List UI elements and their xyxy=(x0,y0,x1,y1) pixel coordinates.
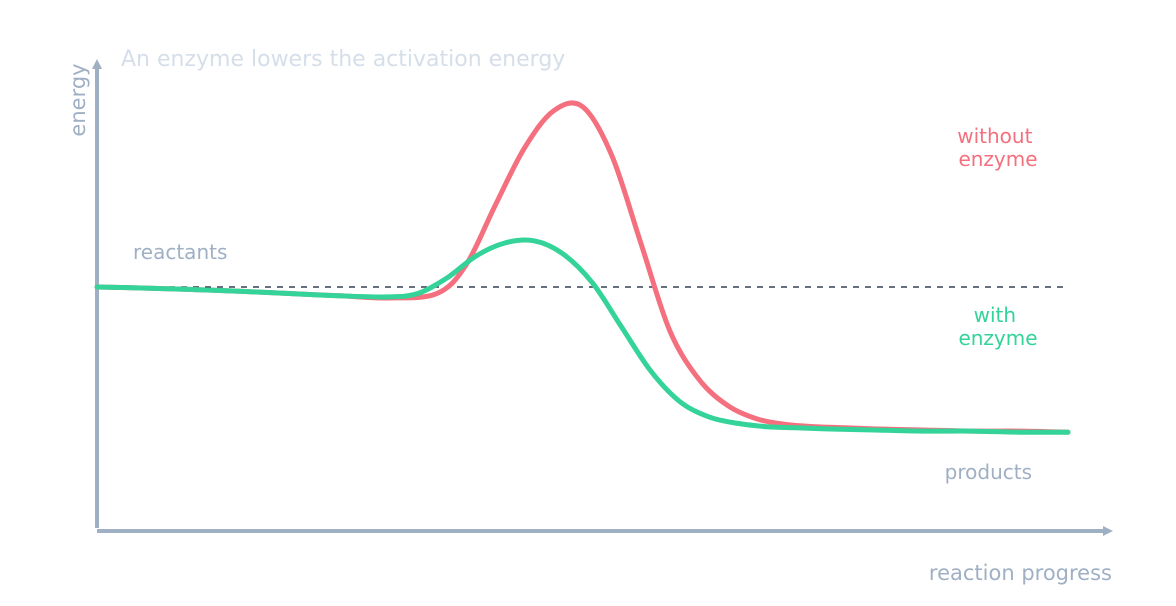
series-line-without-enzyme xyxy=(94,100,1071,435)
legend-label-without-enzyme-line1: without xyxy=(957,124,1032,148)
products-label: products xyxy=(945,460,1032,484)
series-line-with-enzyme xyxy=(94,237,1071,435)
legend-label-without-enzyme: without enzyme xyxy=(957,124,1039,171)
reactants-label: reactants xyxy=(133,240,227,264)
y-axis-label: energy xyxy=(66,63,90,136)
legend-label-with-enzyme-line2: enzyme xyxy=(958,326,1037,350)
legend-label-with-enzyme-line1: with xyxy=(974,303,1016,327)
legend-label-with-enzyme: with enzyme xyxy=(958,303,1037,350)
x-axis-label: reaction progress xyxy=(929,561,1112,585)
chart-title: An enzyme lowers the activation energy xyxy=(121,47,565,72)
legend-label-without-enzyme-line2: enzyme xyxy=(958,147,1037,171)
